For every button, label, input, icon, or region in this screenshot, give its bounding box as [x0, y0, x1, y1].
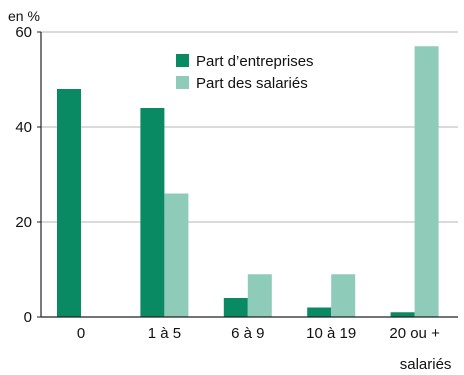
bar-salaries: [331, 274, 356, 317]
bar-entreprises: [390, 312, 415, 317]
x-tick-label: 1 à 5: [148, 325, 181, 342]
legend-swatch: [176, 54, 189, 67]
bar-entreprises: [140, 108, 165, 317]
legend-swatch: [176, 76, 189, 89]
bar-salaries: [164, 193, 189, 317]
y-tick-label: 40: [15, 119, 32, 136]
y-axis-ticks: 0 20 40 60: [15, 24, 41, 326]
y-tick-label: 0: [24, 309, 32, 326]
bars: [57, 46, 439, 317]
bar-entreprises: [223, 298, 248, 317]
legend-label: Part d’entreprises: [196, 53, 314, 70]
x-tick-label: 10 à 19: [306, 325, 356, 342]
bar-entreprises: [57, 89, 81, 317]
x-tick-label: 6 à 9: [231, 325, 264, 342]
x-tick-label: 20 ou +: [389, 325, 440, 342]
x-tick-label-suffix: salariés: [400, 356, 452, 373]
legend-label: Part des salariés: [196, 75, 308, 92]
y-tick-label: 20: [15, 214, 32, 231]
x-axis-ticks: 0 1 à 5 6 à 9 10 à 19 20 ou + salariés: [77, 325, 452, 373]
y-tick-label: 60: [15, 24, 32, 41]
bar-entreprises: [307, 307, 332, 317]
grid-lines: [41, 31, 458, 223]
bar-salaries: [247, 274, 272, 317]
unit-label: en %: [8, 8, 40, 24]
legend: Part d’entreprises Part des salariés: [176, 53, 314, 92]
x-tick-label: 0: [77, 325, 85, 342]
bar-salaries: [414, 46, 439, 317]
